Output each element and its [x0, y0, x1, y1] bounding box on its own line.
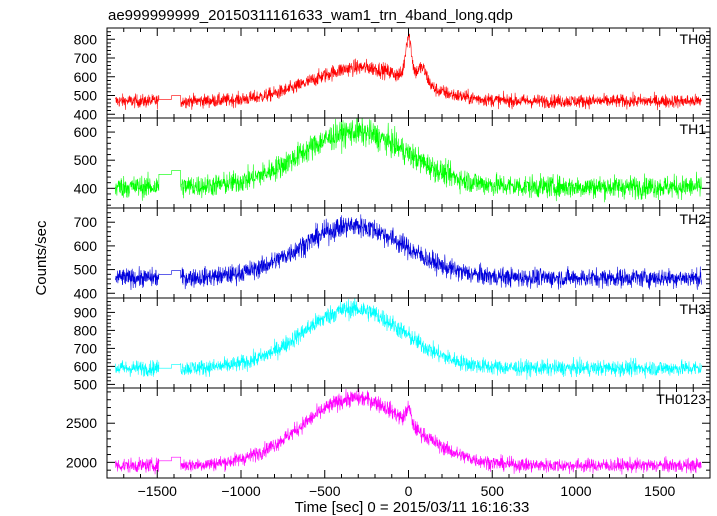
panel-label-th3: TH3 — [680, 301, 707, 317]
y-tick-label: 800 — [74, 322, 98, 338]
panel-label-th0: TH0 — [680, 31, 707, 47]
x-tick-label: 1500 — [644, 483, 675, 499]
panel-frame — [106, 207, 711, 299]
y-tick-label: 2500 — [66, 415, 97, 431]
panel-th0: 400 500 600 700 800 TH0 — [74, 27, 711, 122]
series-th0-line — [115, 33, 702, 111]
panel-label-th1: TH1 — [680, 121, 707, 137]
y-tick-label: 400 — [74, 106, 98, 122]
y-axis-label: Counts/sec — [33, 220, 50, 296]
series-th3-line — [115, 298, 702, 380]
x-tick-label: 500 — [481, 483, 505, 499]
panel-frame — [106, 297, 711, 389]
y-tick-label: 800 — [74, 31, 98, 47]
x-tick-label: −500 — [309, 483, 341, 499]
y-tick-label: 400 — [74, 285, 98, 301]
y-tick-label: 600 — [74, 124, 98, 140]
x-axis-label: Time [sec] 0 = 2015/03/11 16:16:33 — [295, 499, 530, 516]
x-tick-label: −1500 — [138, 483, 178, 499]
y-tick-label: 700 — [74, 214, 98, 230]
chart-title: ae999999999_20150311161633_wam1_trn_4ban… — [108, 7, 513, 24]
y-tick-label: 500 — [74, 262, 98, 278]
panels-group: 400 500 600 700 800 TH0 400 500 600 TH1 400 500 600 7… — [66, 27, 711, 499]
panel-label-th0123: TH0123 — [656, 391, 706, 407]
panel-frame — [106, 117, 711, 209]
y-tick-label: 500 — [74, 376, 98, 392]
y-tick-label: 600 — [74, 358, 98, 374]
x-tick-label: 1000 — [560, 483, 591, 499]
y-tick-label: 500 — [74, 152, 98, 168]
y-tick-label: 400 — [74, 180, 98, 196]
y-tick-label: 500 — [74, 88, 98, 104]
series-th1-line — [115, 118, 702, 203]
x-tick-label: 0 — [405, 483, 413, 499]
y-tick-label: 900 — [74, 304, 98, 320]
panel-th0123: 2000 2500 TH0123 — [66, 387, 711, 479]
y-tick-label: 600 — [74, 69, 98, 85]
series-th2-line — [115, 214, 702, 291]
y-tick-label: 700 — [74, 340, 98, 356]
panel-th1: 400 500 600 TH1 — [74, 117, 711, 209]
series-th0123-line — [115, 388, 702, 475]
y-tick-label: 600 — [74, 238, 98, 254]
y-tick-label: 700 — [74, 50, 98, 66]
panel-label-th2: TH2 — [680, 211, 707, 227]
panel-th3: 500 600 700 800 900 TH3 — [74, 297, 711, 392]
panel-th2: 400 500 600 700 TH2 — [74, 207, 711, 301]
x-tick-label: −1000 — [221, 483, 261, 499]
y-tick-label: 2000 — [66, 454, 97, 470]
